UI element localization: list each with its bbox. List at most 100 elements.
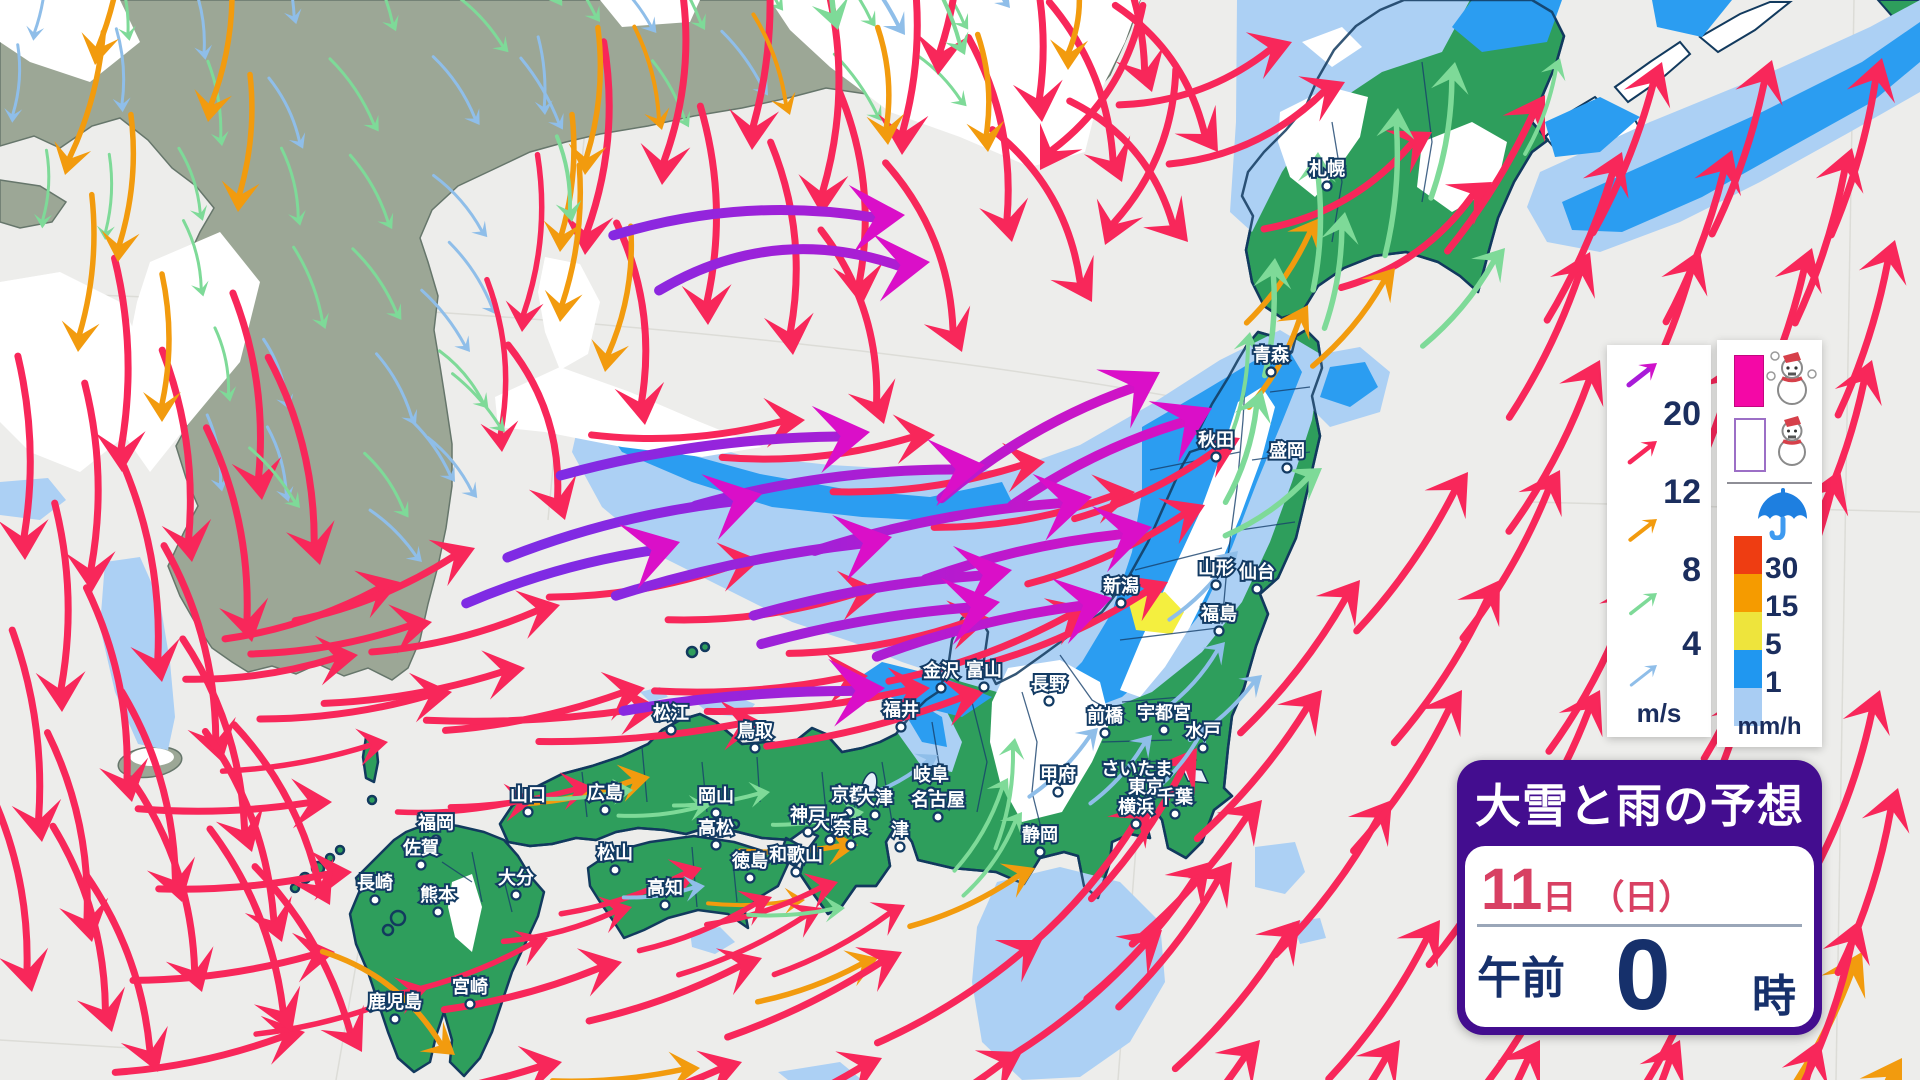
wind-arrow (873, 939, 1042, 1047)
city-marker: 和歌山 (767, 842, 825, 878)
wind-arrow (549, 1051, 700, 1080)
wind-arrow (748, 545, 1012, 621)
city-marker: 山口 (508, 783, 548, 818)
wind-arrow (1321, 212, 1359, 331)
city-label: 宇都宮 (1137, 702, 1191, 723)
city-marker: 神戸 (788, 802, 828, 838)
wind-arrow (426, 436, 478, 499)
wind-arrow (544, 162, 584, 322)
wind-arrow (704, 873, 838, 928)
wind-arrow (440, 948, 622, 1014)
wind-arrow (811, 0, 848, 30)
city-marker: 岡山 (696, 784, 736, 819)
wind-arrow (1050, 0, 1089, 70)
wind-arrow (1187, 675, 1262, 742)
snowman-icon (1765, 348, 1817, 415)
city-marker: 津 (889, 817, 911, 853)
wind-arrow (95, 254, 146, 472)
city-label: 大分 (498, 867, 534, 888)
wind-arrow (1027, 728, 1098, 799)
city-dot (1034, 846, 1046, 858)
city-marker: 千葉 (1155, 785, 1196, 820)
wind-arrow (320, 650, 525, 707)
forecast-date: 11日 （日） (1481, 856, 1692, 923)
wind-arrow (328, 57, 379, 132)
city-label: 甲府 (1040, 764, 1076, 785)
wind-arrow (248, 446, 300, 508)
wind-arrow (690, 438, 985, 511)
wind-arrow (866, 24, 905, 145)
wind-arrow (534, 778, 633, 805)
wind-arrow (763, 138, 814, 355)
wind-arrow (1325, 920, 1440, 1080)
city-label: 山口 (510, 785, 546, 805)
wind-arrow (382, 0, 399, 32)
wind-arrow (763, 677, 984, 750)
wind-arrow (1708, 60, 1783, 238)
city-dot (1265, 366, 1277, 378)
wind-arrow (1428, 62, 1469, 201)
wind-arrow (1523, 58, 1566, 156)
wind-arrow (230, 721, 334, 905)
city-dot (925, 786, 937, 798)
city-marker: 大津 (855, 785, 895, 821)
city-marker: 松山 (595, 840, 635, 876)
city-label: 福島 (1200, 603, 1237, 624)
city-marker: 高松 (696, 815, 736, 851)
forecast-time-panel: 11日 （日） 午前 0 時 (1465, 846, 1814, 1031)
city-marker: 福井 (880, 697, 921, 733)
wind-arrow (966, 31, 1005, 152)
wind-threshold-12: 12 (1663, 473, 1701, 511)
wind-arrow (229, 289, 282, 500)
city-dot (609, 864, 621, 876)
wind-arrow (588, 397, 805, 448)
wind-arrow (1214, 1040, 1260, 1080)
precip-heavy-yellow (1128, 592, 1184, 634)
wind-arrow (1007, 401, 1212, 511)
wind-arrow (264, 353, 335, 565)
city-dot (1210, 451, 1222, 463)
city-marker: 東京 (1126, 774, 1166, 810)
wind-arrow (363, 451, 409, 518)
wind-arrow (96, 152, 115, 241)
wind-arrow (1066, 97, 1188, 242)
wind-arrow (989, 126, 1094, 302)
umbrella-icon (1755, 488, 1811, 545)
wind-arrow (1088, 735, 1152, 806)
city-dot (894, 841, 906, 853)
wind-arrow (292, 245, 329, 329)
wind-arrow (319, 948, 455, 1055)
wind-arrow (608, 184, 905, 253)
city-dot (869, 809, 881, 821)
city-dot (665, 724, 677, 736)
city-label: 富山 (966, 659, 1002, 680)
wind-arrow (555, 405, 870, 481)
wind-arrow (771, 902, 905, 978)
wind-arrow (1376, 108, 1415, 259)
wind-arrow (636, 890, 772, 954)
wind-arrow (916, 0, 967, 75)
city-dot (1115, 597, 1127, 609)
wind-arrow (432, 173, 488, 238)
wind-arrow (206, 825, 301, 1032)
wind-arrow (1030, 802, 1152, 947)
city-label: 大阪 (812, 812, 849, 833)
wind-arrow (420, 288, 470, 352)
city-label: 高松 (698, 817, 734, 838)
wind-threshold-20: 20 (1663, 395, 1701, 433)
wind-arrow (654, 233, 930, 302)
city-dot (710, 807, 722, 819)
wind-arrow (1024, 498, 1205, 588)
wind-arrow (1253, 258, 1292, 379)
wind-arrow (1355, 1040, 1400, 1080)
wind-unit-label: m/s (1636, 698, 1682, 728)
rain-swatch-1 (1734, 650, 1762, 688)
city-label: 奈良 (832, 817, 869, 838)
city-dot (843, 806, 855, 818)
city-label: 岐阜 (913, 764, 949, 785)
wind-arrow (563, 38, 614, 255)
city-marker: 福岡 (415, 810, 456, 846)
wind-arrow (1193, 690, 1322, 843)
wind-arrow (505, 151, 545, 332)
wind-arrow (431, 55, 480, 126)
